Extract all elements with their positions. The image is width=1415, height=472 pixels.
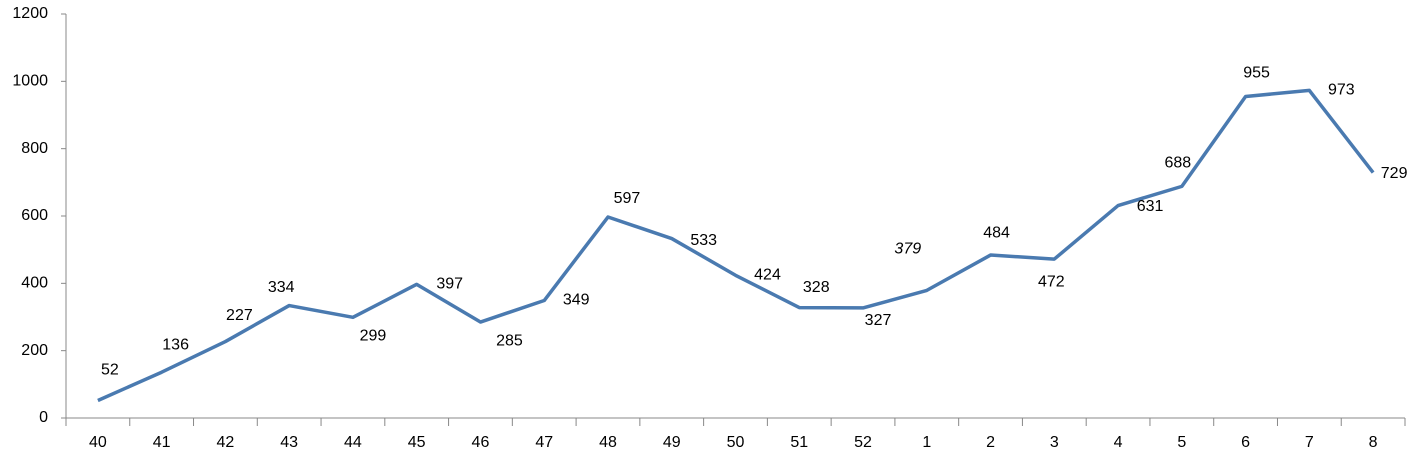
data-label: 484 bbox=[983, 224, 1010, 241]
x-tick-label: 3 bbox=[1050, 434, 1059, 451]
y-tick-label: 1200 bbox=[12, 5, 48, 22]
data-label: 327 bbox=[865, 312, 892, 329]
x-tick-label: 44 bbox=[344, 434, 362, 451]
x-tick-label: 46 bbox=[472, 434, 490, 451]
data-label: 472 bbox=[1038, 273, 1065, 290]
data-label: 597 bbox=[614, 190, 641, 207]
data-label: 688 bbox=[1164, 155, 1191, 172]
data-label: 397 bbox=[436, 276, 463, 293]
data-label: 533 bbox=[690, 232, 717, 249]
data-label: 631 bbox=[1137, 198, 1164, 215]
y-tick-label: 200 bbox=[21, 342, 48, 359]
data-label: 955 bbox=[1243, 65, 1270, 82]
x-tick-label: 42 bbox=[217, 434, 235, 451]
data-label: 424 bbox=[754, 266, 781, 283]
data-label: 334 bbox=[268, 279, 295, 296]
x-tick-label: 2 bbox=[986, 434, 995, 451]
x-tick-label: 8 bbox=[1369, 434, 1378, 451]
data-label: 349 bbox=[563, 292, 590, 309]
y-tick-label: 400 bbox=[21, 275, 48, 292]
x-tick-label: 7 bbox=[1305, 434, 1314, 451]
y-tick-label: 0 bbox=[39, 409, 48, 426]
x-tick-label: 43 bbox=[280, 434, 298, 451]
x-tick-label: 41 bbox=[153, 434, 171, 451]
x-tick-label: 50 bbox=[727, 434, 745, 451]
y-tick-label: 600 bbox=[21, 207, 48, 224]
x-tick-label: 52 bbox=[854, 434, 872, 451]
data-label: 328 bbox=[803, 279, 830, 296]
x-tick-label: 51 bbox=[790, 434, 808, 451]
data-label: 227 bbox=[226, 307, 253, 324]
x-tick-label: 5 bbox=[1177, 434, 1186, 451]
line bbox=[97, 88, 1375, 403]
data-label: 52 bbox=[101, 362, 119, 379]
x-tick-label: 40 bbox=[89, 434, 107, 451]
data-label: 136 bbox=[162, 336, 189, 353]
x-tick-label: 1 bbox=[922, 434, 931, 451]
y-tick-label: 800 bbox=[21, 140, 48, 157]
x-tick-label: 47 bbox=[535, 434, 553, 451]
x-tick-label: 4 bbox=[1114, 434, 1123, 451]
data-label: 729 bbox=[1381, 165, 1408, 182]
data-label: 285 bbox=[496, 332, 523, 349]
x-tick-label: 45 bbox=[408, 434, 426, 451]
data-label: 299 bbox=[360, 328, 387, 345]
x-tick-label: 6 bbox=[1241, 434, 1250, 451]
data-label: 379 bbox=[894, 241, 921, 258]
x-tick-label: 48 bbox=[599, 434, 617, 451]
x-tick-label: 49 bbox=[663, 434, 681, 451]
data-label: 973 bbox=[1328, 82, 1355, 99]
y-tick-label: 1000 bbox=[12, 73, 48, 90]
